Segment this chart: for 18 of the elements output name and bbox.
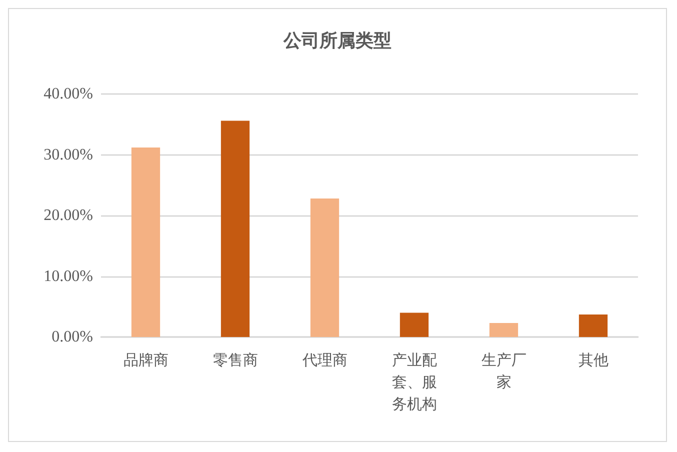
y-tick-label: 0.00%	[52, 328, 93, 346]
bar	[400, 312, 429, 337]
x-tick-label: 品牌商	[123, 351, 168, 369]
x-tick-label: 生产厂家	[481, 351, 526, 391]
y-tick-label: 30.00%	[44, 146, 93, 164]
chart-title: 公司所属类型	[282, 30, 392, 52]
x-tick-label: 零售商	[212, 351, 258, 369]
x-tick-label: 其他	[578, 351, 608, 369]
bar	[578, 314, 608, 337]
y-tick-label: 10.00%	[44, 268, 93, 285]
bar	[220, 120, 250, 337]
bar	[131, 147, 160, 337]
bar	[310, 198, 340, 337]
y-tick-label: 40.00%	[44, 86, 93, 102]
y-tick-label: 20.00%	[44, 207, 93, 224]
x-tick-label: 产业配套、服务机构	[392, 351, 437, 413]
x-tick-label: 代理商	[301, 351, 348, 369]
bar	[489, 323, 518, 337]
